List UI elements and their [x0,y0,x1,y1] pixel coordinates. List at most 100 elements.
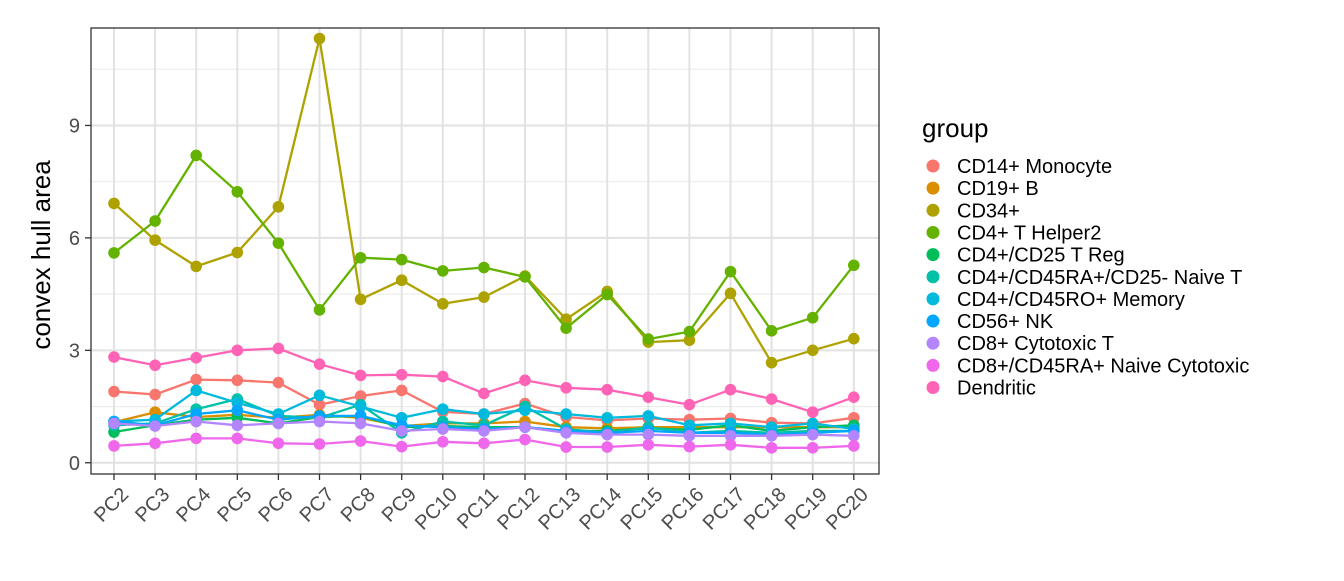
data-point [642,438,655,451]
data-point [437,403,449,415]
data-point [231,344,244,357]
data-point [313,415,326,428]
data-point [765,356,778,369]
data-point [272,237,285,249]
legend-item: CD34+ [926,200,1020,222]
data-point [724,417,737,430]
panel-border-rect [90,27,880,475]
legend-key [926,358,940,372]
legend-label: CD4+/CD45RA+/CD25- Naive T [957,267,1242,289]
data-point [354,417,367,430]
data-point [190,432,202,445]
data-point [272,200,285,213]
y-tick-label: 6 [69,228,80,250]
data-point [108,247,120,259]
data-point [683,429,696,442]
x-tick-label: PC13 [534,484,585,535]
legend-key [926,292,940,306]
panel-background [91,28,879,474]
legend-key [926,381,940,394]
legend-label: CD14+ Monocyte [957,156,1112,178]
legend-label: CD8+ Cytotoxic T [957,333,1114,355]
data-point [190,415,202,428]
data-point [108,351,120,363]
x-tick-label: PC4 [172,484,215,527]
legend-item: CD4+/CD25 T Reg [926,245,1125,267]
data-point [806,441,819,454]
data-point [478,291,490,303]
data-point [395,368,408,381]
legend-item: CD4+/CD45RA+/CD25- Naive T [926,267,1242,289]
data-point [354,251,367,264]
data-point [231,374,244,387]
data-point [272,376,285,389]
legend-item: CD19+ B [926,178,1039,200]
legend-item: CD8+ Cytotoxic T [926,333,1114,355]
y-tick-label: 9 [69,115,80,137]
data-point [765,325,778,337]
x-tick-label: PC3 [131,484,174,527]
series-layer [108,32,860,454]
data-point [478,425,490,437]
data-point [149,388,161,401]
legend-item: CD4+ T Helper2 [926,222,1101,244]
legend-label: CD56+ NK [957,311,1054,333]
data-point [190,384,202,397]
data-point [724,265,737,278]
x-axis: PC2PC3PC4PC5PC6PC7PC8PC9PC10PC11PC12PC13… [90,474,873,535]
data-point [765,429,778,442]
data-point [231,419,244,432]
legend-key [926,225,940,239]
data-point [724,383,737,396]
data-point [806,406,819,418]
data-point [848,429,860,442]
legend-key [926,248,940,262]
data-point [313,438,326,450]
data-point [149,437,161,450]
data-point [354,390,367,402]
data-point [683,334,696,347]
x-tick-label: PC16 [658,484,709,535]
data-point [560,322,572,335]
legend-item: CD4+/CD45RO+ Memory [926,289,1185,311]
data-point [190,373,202,386]
x-tick-label: PC14 [575,484,626,535]
data-point [642,333,655,345]
data-point [231,432,244,445]
x-tick-label: PC10 [411,484,462,535]
legend-key [926,181,940,195]
data-point [395,384,408,397]
data-point [683,398,696,411]
y-tick-label: 0 [69,453,80,475]
legend-key [926,159,940,173]
x-tick-label: PC11 [453,484,503,534]
data-point [231,246,244,259]
data-point [395,274,408,287]
data-point [108,385,120,398]
series-dendritic [108,342,860,418]
data-point [478,261,490,274]
plot-border [90,27,880,475]
data-point [437,265,449,277]
data-point [806,417,819,430]
data-point [395,425,408,437]
data-point [724,429,737,442]
legend-label: CD4+/CD25 T Reg [957,245,1125,267]
x-tick-label: PC6 [254,484,297,527]
data-point [354,435,367,447]
data-point [806,311,819,324]
data-point [149,215,161,227]
data-point [642,428,655,441]
data-point [478,387,490,400]
data-point [601,428,613,441]
data-point [108,197,120,210]
grid [91,28,879,474]
data-point [806,344,819,357]
data-point [190,149,202,162]
data-point [108,440,120,452]
data-point [519,433,531,446]
data-point [190,260,202,273]
